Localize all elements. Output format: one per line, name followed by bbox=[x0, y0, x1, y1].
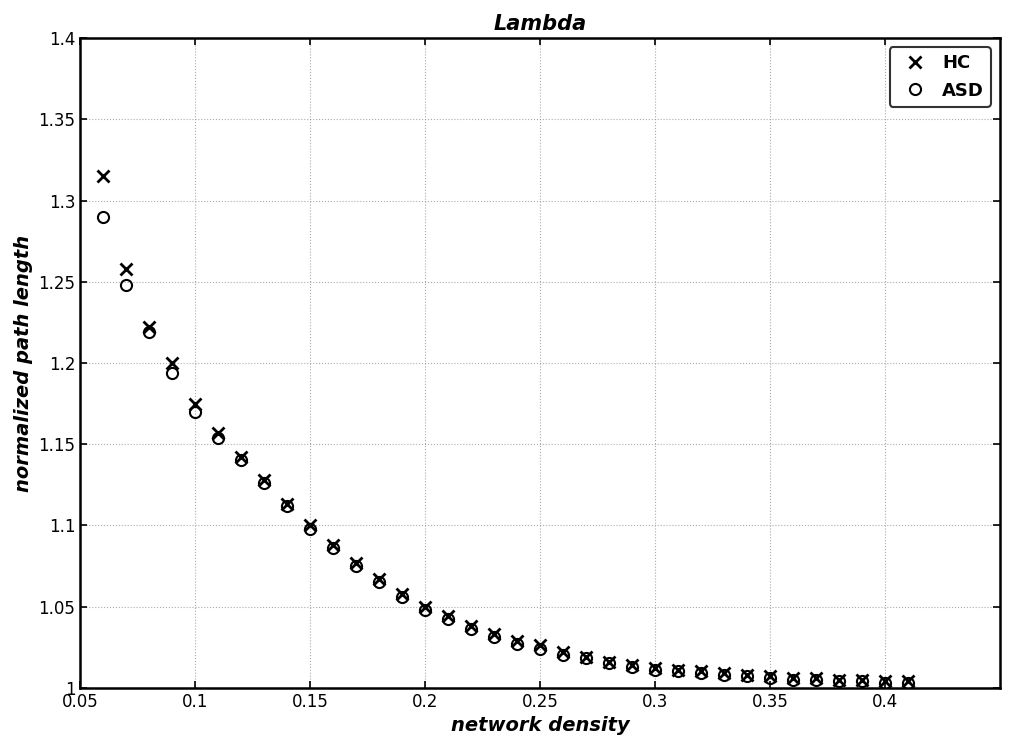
ASD bbox=[212, 433, 224, 442]
HC bbox=[97, 172, 110, 181]
ASD bbox=[718, 670, 730, 679]
ASD bbox=[304, 524, 316, 533]
Title: Lambda: Lambda bbox=[494, 14, 587, 34]
HC bbox=[741, 670, 753, 679]
HC bbox=[580, 652, 592, 661]
ASD bbox=[350, 562, 362, 571]
ASD bbox=[810, 675, 822, 684]
HC bbox=[419, 602, 431, 611]
ASD bbox=[626, 662, 638, 671]
ASD bbox=[143, 327, 155, 336]
HC bbox=[259, 476, 271, 485]
HC bbox=[143, 323, 155, 332]
HC bbox=[765, 672, 777, 681]
HC bbox=[787, 673, 799, 682]
ASD bbox=[834, 676, 846, 685]
ASD bbox=[97, 212, 110, 221]
Line: HC: HC bbox=[97, 171, 914, 687]
HC bbox=[649, 664, 661, 673]
HC bbox=[902, 676, 915, 685]
HC bbox=[212, 428, 224, 437]
HC bbox=[834, 675, 846, 684]
HC bbox=[166, 359, 178, 368]
HC bbox=[396, 589, 409, 598]
ASD bbox=[741, 672, 753, 681]
HC bbox=[465, 622, 478, 631]
ASD bbox=[465, 625, 478, 634]
ASD bbox=[259, 479, 271, 488]
ASD bbox=[121, 281, 133, 290]
ASD bbox=[787, 675, 799, 684]
HC bbox=[856, 675, 868, 684]
HC bbox=[718, 669, 730, 678]
HC bbox=[603, 657, 615, 666]
ASD bbox=[166, 369, 178, 377]
ASD bbox=[419, 605, 431, 614]
HC bbox=[810, 673, 822, 682]
HC bbox=[557, 647, 569, 656]
ASD bbox=[281, 501, 293, 510]
HC bbox=[304, 521, 316, 530]
ASD bbox=[190, 407, 202, 416]
HC bbox=[879, 676, 891, 685]
ASD bbox=[856, 676, 868, 685]
HC bbox=[488, 630, 500, 639]
ASD bbox=[442, 615, 454, 624]
ASD bbox=[603, 659, 615, 668]
ASD bbox=[695, 669, 707, 678]
HC bbox=[373, 574, 385, 583]
ASD bbox=[396, 592, 409, 601]
HC bbox=[328, 540, 340, 549]
ASD bbox=[488, 633, 500, 642]
ASD bbox=[557, 651, 569, 660]
Line: ASD: ASD bbox=[97, 211, 914, 688]
ASD bbox=[879, 679, 891, 688]
HC bbox=[695, 667, 707, 676]
X-axis label: network density: network density bbox=[451, 716, 630, 735]
HC bbox=[281, 500, 293, 509]
ASD bbox=[534, 644, 547, 653]
HC bbox=[626, 661, 638, 670]
HC bbox=[235, 452, 247, 461]
HC bbox=[190, 399, 202, 408]
ASD bbox=[672, 667, 684, 676]
ASD bbox=[235, 456, 247, 465]
ASD bbox=[580, 654, 592, 663]
HC bbox=[672, 665, 684, 674]
ASD bbox=[649, 665, 661, 674]
HC bbox=[511, 636, 523, 645]
HC bbox=[442, 612, 454, 621]
ASD bbox=[328, 544, 340, 553]
HC bbox=[121, 264, 133, 273]
Legend: HC, ASD: HC, ASD bbox=[889, 47, 991, 106]
Y-axis label: normalized path length: normalized path length bbox=[14, 234, 32, 491]
ASD bbox=[902, 679, 915, 688]
ASD bbox=[373, 577, 385, 586]
ASD bbox=[765, 673, 777, 682]
HC bbox=[534, 641, 547, 650]
ASD bbox=[511, 640, 523, 649]
HC bbox=[350, 558, 362, 567]
